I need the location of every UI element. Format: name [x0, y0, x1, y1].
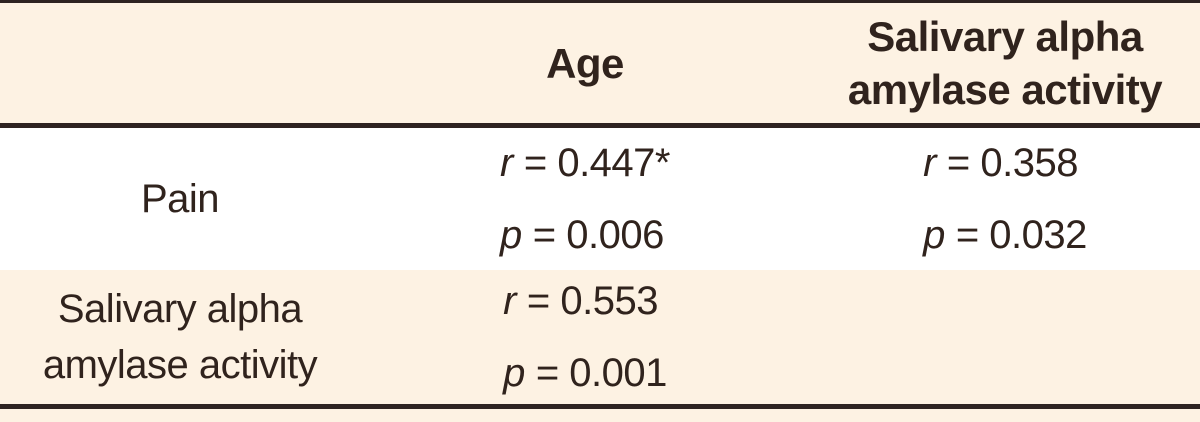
row-saa-label-cell: Salivary alpha amylase activity — [0, 270, 360, 404]
header-saa-line1: Salivary alpha — [867, 13, 1143, 60]
p-value: = 0.032 — [955, 213, 1088, 257]
pain-saa-r-stat: r = 0.358 — [923, 127, 1087, 199]
cell-pain-saa: r = 0.358 p = 0.032 — [810, 128, 1200, 270]
table-row-pain: Pain r = 0.447* p = 0.006 r = 0.358 p = 0.03… — [0, 128, 1200, 270]
row-pain-label-cell: Pain — [0, 128, 360, 270]
header-saa-line2: amylase activity — [847, 66, 1163, 113]
row-saa-label-line1: Salivary alpha — [57, 287, 303, 331]
r-value: = 0.553 — [526, 279, 659, 323]
p-value: = 0.006 — [532, 213, 665, 257]
pain-age-r-stat: r = 0.447* — [500, 127, 670, 199]
r-symbol: r — [923, 141, 936, 185]
pain-age-p-stat: p = 0.006 — [500, 199, 670, 271]
header-empty-cell — [0, 3, 360, 123]
cell-saa-saa-empty — [810, 270, 1200, 404]
p-value: = 0.001 — [535, 351, 668, 395]
header-col-age: Age — [360, 3, 810, 123]
r-symbol: r — [503, 279, 516, 323]
p-symbol: p — [923, 213, 945, 257]
pain-saa-p-stat: p = 0.032 — [923, 199, 1087, 271]
row-pain-label: Pain — [140, 177, 220, 221]
r-value: = 0.447* — [523, 141, 671, 185]
row-saa-label-line2: amylase activity — [42, 343, 318, 387]
p-symbol: p — [503, 351, 525, 395]
r-value: = 0.358 — [946, 141, 1079, 185]
table-header-row: Age Salivary alpha amylase activity — [0, 3, 1200, 128]
p-symbol: p — [500, 213, 522, 257]
r-symbol: r — [500, 141, 513, 185]
saa-age-p-stat: p = 0.001 — [503, 337, 667, 409]
saa-age-r-stat: r = 0.553 — [503, 265, 667, 337]
header-col-saa: Salivary alpha amylase activity — [810, 3, 1200, 123]
table-row-saa: Salivary alpha amylase activity r = 0.553… — [0, 270, 1200, 409]
cell-saa-age: r = 0.553 p = 0.001 — [360, 270, 810, 404]
cell-pain-age: r = 0.447* p = 0.006 — [360, 128, 810, 270]
header-age-label: Age — [546, 39, 624, 87]
